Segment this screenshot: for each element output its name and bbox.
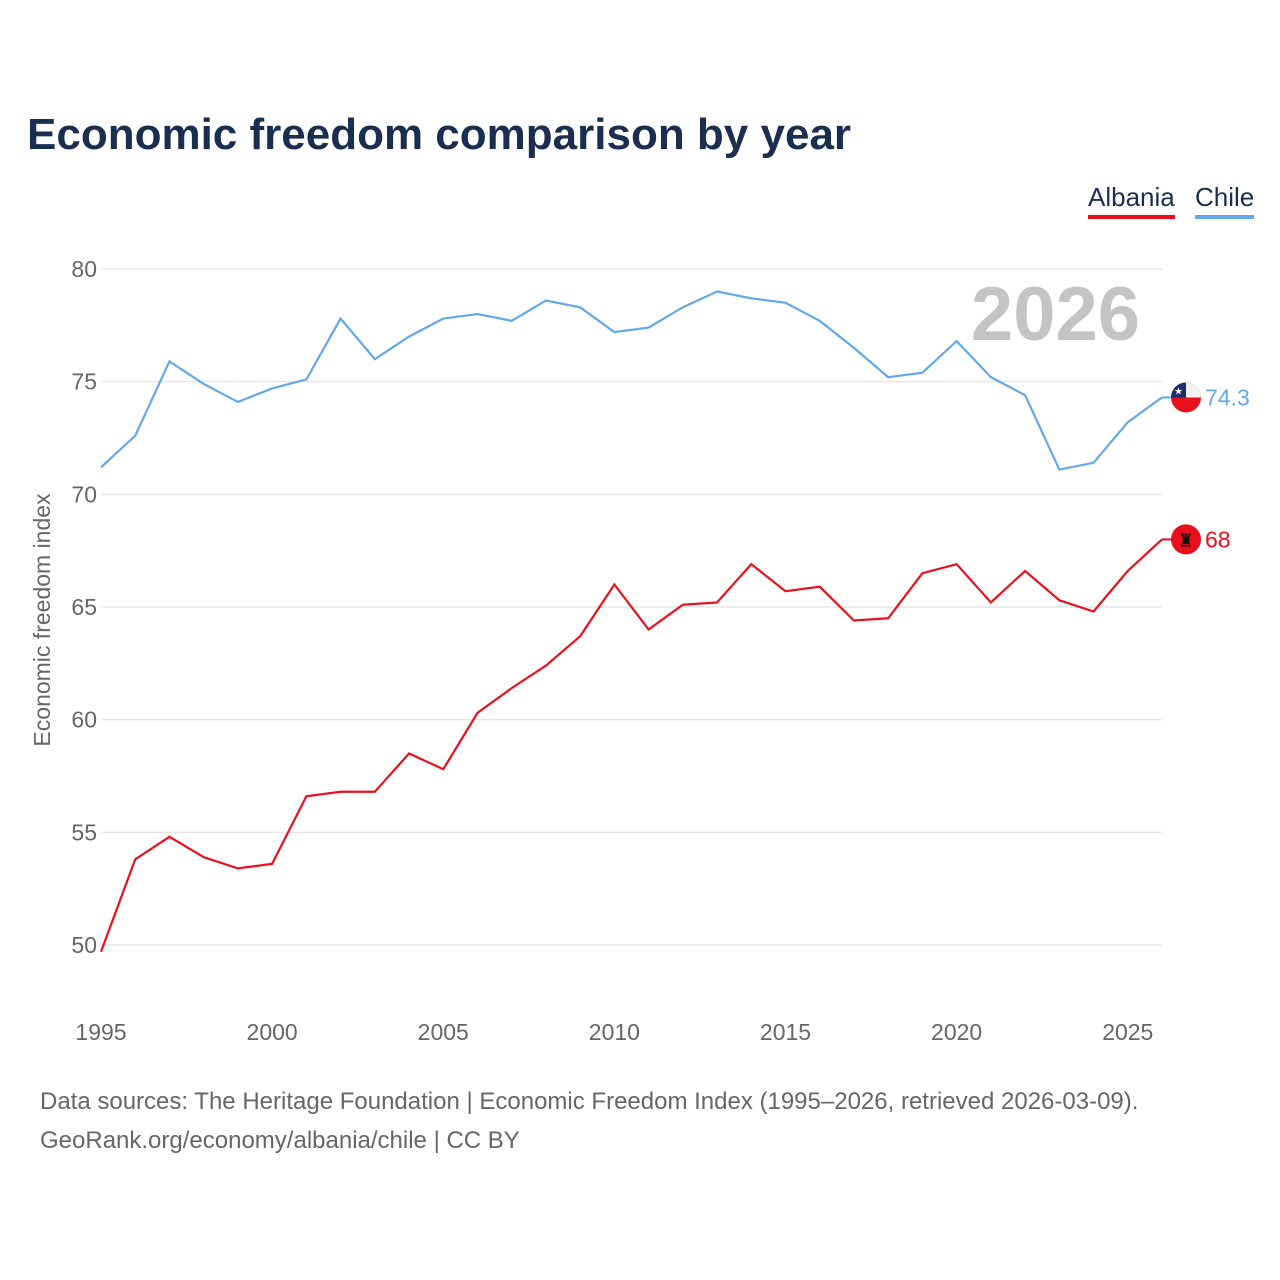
- data-point: [1057, 598, 1061, 602]
- data-point: [1023, 569, 1027, 573]
- legend-chile[interactable]: Chile: [1195, 182, 1255, 219]
- end-value-label-albania: 68: [1205, 526, 1231, 552]
- data-point: [236, 400, 240, 404]
- data-point: [818, 319, 822, 323]
- y-tick-label: 65: [71, 594, 97, 620]
- data-point: [510, 686, 514, 690]
- data-point: [852, 619, 856, 623]
- data-point: [1023, 393, 1027, 397]
- y-tick-label: 60: [71, 707, 97, 733]
- data-point: [612, 330, 616, 334]
- y-tick-label: 70: [71, 481, 97, 507]
- y-tick-label: 80: [71, 256, 97, 282]
- data-point: [167, 835, 171, 839]
- data-point: [407, 335, 411, 339]
- x-tick-label: 2020: [931, 1019, 982, 1045]
- data-point: [989, 600, 993, 604]
- data-point: [304, 794, 308, 798]
- data-point: [1092, 610, 1096, 614]
- data-point: [167, 359, 171, 363]
- data-point: [373, 357, 377, 361]
- data-point: [544, 299, 548, 303]
- data-point: [202, 855, 206, 859]
- data-point: [133, 857, 137, 861]
- data-point: [407, 751, 411, 755]
- end-value-label-chile: 74.3: [1205, 384, 1250, 410]
- data-point: [749, 296, 753, 300]
- y-tick-label: 50: [71, 932, 97, 958]
- footer-sources: Data sources: The Heritage Foundation | …: [40, 1088, 1139, 1115]
- data-point: [1126, 569, 1130, 573]
- data-point: [681, 305, 685, 309]
- data-point: [304, 377, 308, 381]
- data-point: [475, 312, 479, 316]
- data-point: [886, 616, 890, 620]
- data-point: [339, 317, 343, 321]
- data-point: [270, 862, 274, 866]
- data-point: [681, 603, 685, 607]
- data-point: [647, 326, 651, 330]
- footer-link[interactable]: GeoRank.org/economy/albania/chile | CC B…: [40, 1127, 520, 1154]
- data-point: [202, 382, 206, 386]
- chart-title: Economic freedom comparison by year: [27, 110, 852, 159]
- x-tick-label: 2000: [247, 1019, 298, 1045]
- data-point: [784, 301, 788, 305]
- data-point: [236, 866, 240, 870]
- chile-flag-star: ★: [1174, 386, 1183, 397]
- albania-flag-icon: [1171, 524, 1201, 555]
- data-point: [475, 711, 479, 715]
- data-point: [339, 790, 343, 794]
- data-point: [510, 319, 514, 323]
- data-point: [99, 950, 103, 954]
- y-tick-label: 75: [71, 369, 97, 395]
- y-axis-label: Economic freedom index: [29, 493, 55, 747]
- albania-eagle-icon: ♜: [1178, 530, 1194, 550]
- data-point: [955, 562, 959, 566]
- data-point: [441, 767, 445, 771]
- series-line-chile: [100, 290, 1163, 471]
- year-watermark: 2026: [971, 272, 1140, 357]
- data-point: [1126, 420, 1130, 424]
- data-point: [886, 375, 890, 379]
- data-point: [715, 600, 719, 604]
- data-point: [1092, 461, 1096, 465]
- y-tick-label: 55: [71, 819, 97, 845]
- data-point: [784, 589, 788, 593]
- x-tick-label: 2005: [418, 1019, 469, 1045]
- data-point: [1057, 468, 1061, 472]
- data-point: [920, 571, 924, 575]
- chile-flag-canton: [1171, 382, 1186, 398]
- data-point: [818, 585, 822, 589]
- data-point: [955, 339, 959, 343]
- data-point: [920, 371, 924, 375]
- data-point: [989, 375, 993, 379]
- data-point: [133, 434, 137, 438]
- series-line-albania: [99, 538, 1163, 953]
- data-point: [99, 465, 103, 469]
- data-point: [852, 346, 856, 350]
- x-tick-label: 2025: [1102, 1019, 1153, 1045]
- data-point: [612, 582, 616, 586]
- x-tick-label: 2015: [760, 1019, 811, 1045]
- x-tick-label: 2010: [589, 1019, 640, 1045]
- data-point: [749, 562, 753, 566]
- data-point: [578, 305, 582, 309]
- data-point: [270, 386, 274, 390]
- legend-albania[interactable]: Albania: [1088, 182, 1175, 219]
- data-point: [578, 634, 582, 638]
- data-point: [715, 290, 719, 294]
- data-point: [373, 790, 377, 794]
- data-point: [544, 664, 548, 668]
- data-point: [441, 317, 445, 321]
- x-tick-label: 1995: [75, 1019, 126, 1045]
- data-point: [647, 628, 651, 632]
